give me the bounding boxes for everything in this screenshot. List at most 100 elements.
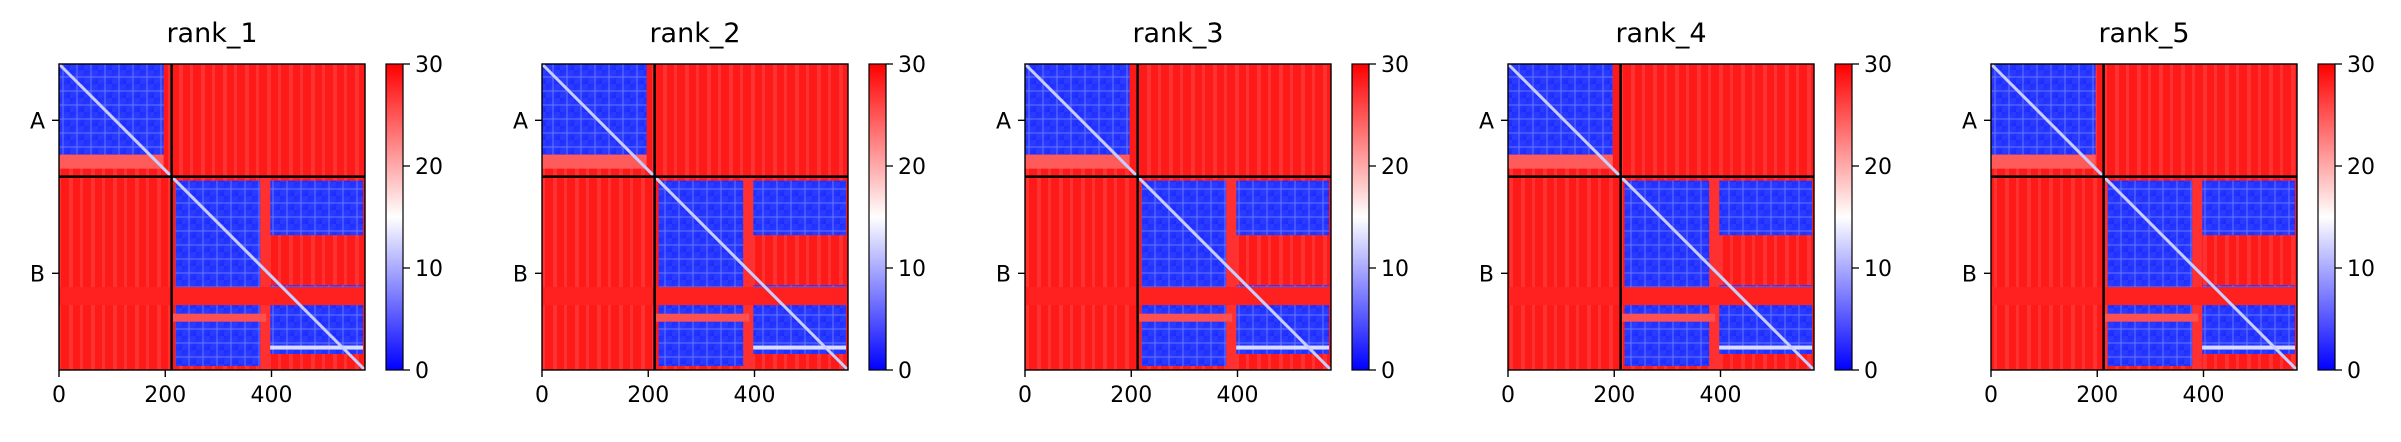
heatmap-band-B-v [743, 176, 754, 370]
x-tick-label: 0 [535, 383, 549, 408]
x-tick-label: 0 [1501, 383, 1515, 408]
heatmap-block-B1 [175, 180, 263, 366]
chain-label-B: B [513, 262, 528, 287]
axes-frame [58, 63, 366, 371]
chain-label-B: B [1962, 262, 1977, 287]
colorbar-tick-label: 10 [2347, 257, 2375, 282]
panel-rank_5: rank_5 0 200 400 A B 0 10 20 30 [1962, 18, 2375, 408]
panel-rank_2: rank_2 0 200 400 A B 0 10 20 30 [513, 18, 926, 408]
heatmap-block-B2 [270, 180, 363, 236]
colorbar: 0 10 20 30 [1351, 53, 1409, 384]
colorbar-gradient [1835, 64, 1852, 370]
x-tick-label: 400 [734, 383, 776, 408]
heatmap-block-B1 [658, 180, 746, 366]
x-tick-label: 400 [2183, 383, 2225, 408]
heatmap [1506, 62, 1816, 372]
colorbar-gradient [2318, 64, 2335, 370]
colorbar-tick-label: 30 [1381, 53, 1409, 78]
colorbar-tick-label: 10 [415, 257, 443, 282]
x-tick-label: 200 [144, 383, 186, 408]
colorbar: 0 10 20 30 [2317, 53, 2375, 384]
colorbar-tick-label: 0 [415, 359, 429, 384]
panel-title: rank_4 [1615, 18, 1706, 49]
heatmap-block-A [1508, 64, 1613, 155]
colorbar-gradient [386, 64, 403, 370]
heatmap-block-B1 [1624, 180, 1712, 366]
heatmap-block-B1 [2107, 180, 2195, 366]
panel-title: rank_1 [166, 18, 257, 49]
heatmap-block-B1 [1141, 180, 1229, 366]
colorbar-frame [1834, 63, 1853, 371]
x-tick-label: 400 [1700, 383, 1742, 408]
heatmap-band-left [59, 287, 172, 306]
heatmap-band-A [1991, 154, 2096, 169]
panel-rank_1: rank_1 0 200 400 A B 0 10 20 30 [30, 18, 443, 408]
chain-label-A: A [30, 109, 45, 134]
colorbar-tick-label: 30 [898, 53, 926, 78]
colorbar-frame [1351, 63, 1370, 371]
colorbar-tick-label: 0 [1864, 359, 1878, 384]
colorbar-tick-label: 20 [415, 155, 443, 180]
chain-label-A: A [513, 109, 528, 134]
heatmap-band-B-h [1137, 287, 1331, 306]
panel-title: rank_3 [1132, 18, 1223, 49]
heatmap-band-B-h2 [654, 313, 750, 322]
heatmap-band-B-h2 [1620, 313, 1716, 322]
heatmap-fringe [753, 345, 846, 350]
chain-label-B: B [996, 262, 1011, 287]
axes-frame [1990, 63, 2298, 371]
heatmap-diagonal [540, 62, 850, 372]
heatmap [1989, 62, 2299, 372]
chain-label-A: A [1962, 109, 1977, 134]
x-tick-label: 0 [1984, 383, 1998, 408]
heatmap-diagonal [1023, 62, 1333, 372]
colorbar: 0 10 20 30 [868, 53, 926, 384]
colorbar-tick-label: 20 [1381, 155, 1409, 180]
heatmap-band-B-v [260, 176, 271, 370]
heatmap-band-left [1025, 287, 1138, 306]
x-tick-label: 400 [251, 383, 293, 408]
heatmap-band-left [1508, 287, 1621, 306]
x-tick-label: 200 [1593, 383, 1635, 408]
heatmap-band-left [1991, 287, 2104, 306]
heatmap-block-B2 [1719, 180, 1812, 236]
panel-title: rank_2 [649, 18, 740, 49]
colorbar-tick-label: 0 [898, 359, 912, 384]
x-tick-label: 200 [2076, 383, 2118, 408]
panel-rank_4: rank_4 0 200 400 A B 0 10 20 30 [1479, 18, 1892, 408]
heatmap [57, 62, 367, 372]
heatmap [540, 62, 850, 372]
heatmap-block-A [1025, 64, 1130, 155]
heatmap-block-B2 [753, 180, 846, 236]
heatmap-band-B-h [654, 287, 848, 306]
colorbar-tick-label: 30 [1864, 53, 1892, 78]
heatmap-block-A [59, 64, 164, 155]
axes-frame [1507, 63, 1815, 371]
x-tick-label: 200 [1110, 383, 1152, 408]
heatmap-band-A [1508, 154, 1613, 169]
x-tick-label: 400 [1217, 383, 1259, 408]
colorbar-tick-label: 20 [2347, 155, 2375, 180]
heatmap-diagonal [57, 62, 367, 372]
heatmap-band-B-h2 [171, 313, 267, 322]
colorbar-tick-label: 0 [2347, 359, 2361, 384]
heatmap-fringe [2202, 345, 2295, 350]
heatmap-diagonal [1506, 62, 1816, 372]
chain-label-B: B [1479, 262, 1494, 287]
colorbar-tick-label: 10 [1381, 257, 1409, 282]
heatmap-band-A [542, 154, 647, 169]
colorbar-gradient [1352, 64, 1369, 370]
chain-label-A: A [1479, 109, 1494, 134]
axes-frame [541, 63, 849, 371]
heatmap-band-B-h [2103, 287, 2297, 306]
x-tick-label: 0 [52, 383, 66, 408]
colorbar-tick-label: 0 [1381, 359, 1395, 384]
heatmap-block-B2 [1236, 180, 1329, 236]
colorbar-frame [868, 63, 887, 371]
heatmap-block-A [1991, 64, 2096, 155]
heatmap-band-B-h2 [2103, 313, 2199, 322]
colorbar-gradient [869, 64, 886, 370]
colorbar-frame [2317, 63, 2336, 371]
chain-label-A: A [996, 109, 1011, 134]
